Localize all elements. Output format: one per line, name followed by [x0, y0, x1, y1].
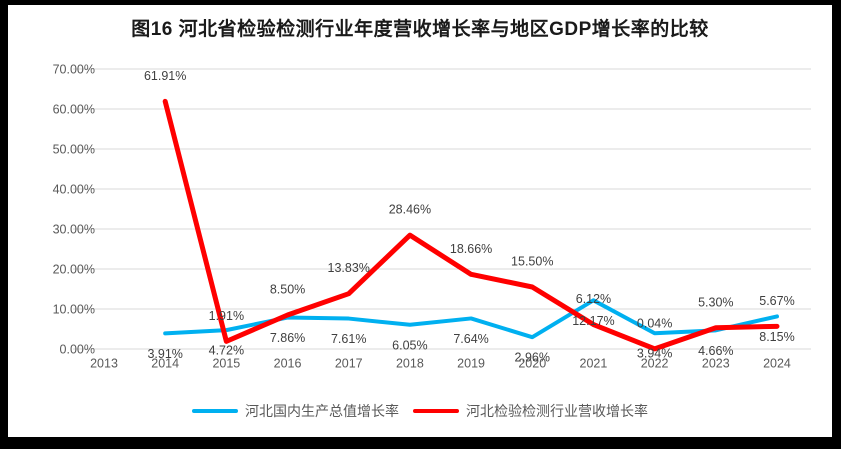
chart-canvas: 图16 河北省检验检测行业年度营收增长率与地区GDP增长率的比较 0.00% 10… — [8, 5, 832, 437]
x-axis-tick-label: 2020 — [518, 357, 546, 371]
data-label: 7.86% — [270, 331, 305, 345]
y-axis-tick-label: 40.00% — [53, 183, 95, 197]
y-axis-tick-label: 0.00% — [60, 343, 95, 357]
legend-label-gdp-growth: 河北国内生产总值增长率 — [245, 403, 399, 419]
x-axis-tick-label: 2017 — [335, 357, 363, 371]
y-axis-tick-label: 70.00% — [53, 63, 95, 77]
y-axis-tick-label: 10.00% — [53, 303, 95, 317]
chart-legend: 河北国内生产总值增长率 河北检验检测行业营收增长率 — [8, 401, 832, 421]
blue-line-swatch-icon — [192, 409, 238, 413]
y-axis-tick-label: 50.00% — [53, 143, 95, 157]
data-label: 1.91% — [209, 309, 244, 323]
legend-item-gdp-growth: 河北国内生产总值增长率 — [192, 401, 399, 421]
x-axis-tick-label: 2021 — [580, 357, 608, 371]
data-label: 3.91% — [147, 347, 182, 361]
x-axis-tick-label: 2016 — [274, 357, 302, 371]
y-axis-tick-label: 30.00% — [53, 223, 95, 237]
data-label: 13.83% — [328, 261, 370, 275]
industry-revenue-series-line — [162, 98, 780, 352]
data-label: 7.64% — [453, 332, 488, 346]
data-label: 6.05% — [392, 338, 427, 352]
chart-title: 图16 河北省检验检测行业年度营收增长率与地区GDP增长率的比较 — [131, 19, 709, 40]
data-label: 3.94% — [637, 347, 672, 361]
data-label: 5.67% — [759, 294, 794, 308]
x-axis-tick-label: 2019 — [457, 357, 485, 371]
data-label: 2.96% — [515, 351, 550, 365]
data-label: 6.12% — [576, 292, 611, 306]
data-label: 8.15% — [759, 330, 794, 344]
data-label: 4.72% — [209, 344, 244, 358]
data-label: 28.46% — [389, 203, 431, 217]
data-label: 0.04% — [637, 316, 672, 330]
x-axis-tick-label: 2018 — [396, 357, 424, 371]
legend-item-industry-revenue-growth: 河北检验检测行业营收增长率 — [413, 401, 648, 421]
x-axis-tick-label: 2013 — [90, 357, 118, 371]
data-label: 4.66% — [698, 344, 733, 358]
x-axis-tick-label: 2022 — [641, 357, 669, 371]
data-label: 5.30% — [698, 295, 733, 309]
x-axis-tick-label: 2015 — [212, 357, 240, 371]
data-label: 8.50% — [270, 283, 305, 297]
y-axis-tick-label: 20.00% — [53, 263, 95, 277]
red-line-swatch-icon — [413, 409, 459, 413]
data-label: 61.91% — [144, 69, 186, 83]
legend-label-industry-revenue-growth: 河北检验检测行业营收增长率 — [466, 403, 648, 419]
x-axis-tick-label: 2014 — [151, 357, 179, 371]
data-label: 12.17% — [572, 314, 614, 328]
data-label: 18.66% — [450, 242, 492, 256]
x-axis-tick-label: 2023 — [702, 357, 730, 371]
y-axis-tick-label: 60.00% — [53, 103, 95, 117]
data-label: 7.61% — [331, 332, 366, 346]
x-axis-tick-label: 2024 — [763, 357, 791, 371]
data-label: 15.50% — [511, 255, 553, 269]
line-chart-plot: 0.00% 10.00% 20.00% 30.00% 40.00% 50.00% 60.00… — [53, 63, 811, 371]
